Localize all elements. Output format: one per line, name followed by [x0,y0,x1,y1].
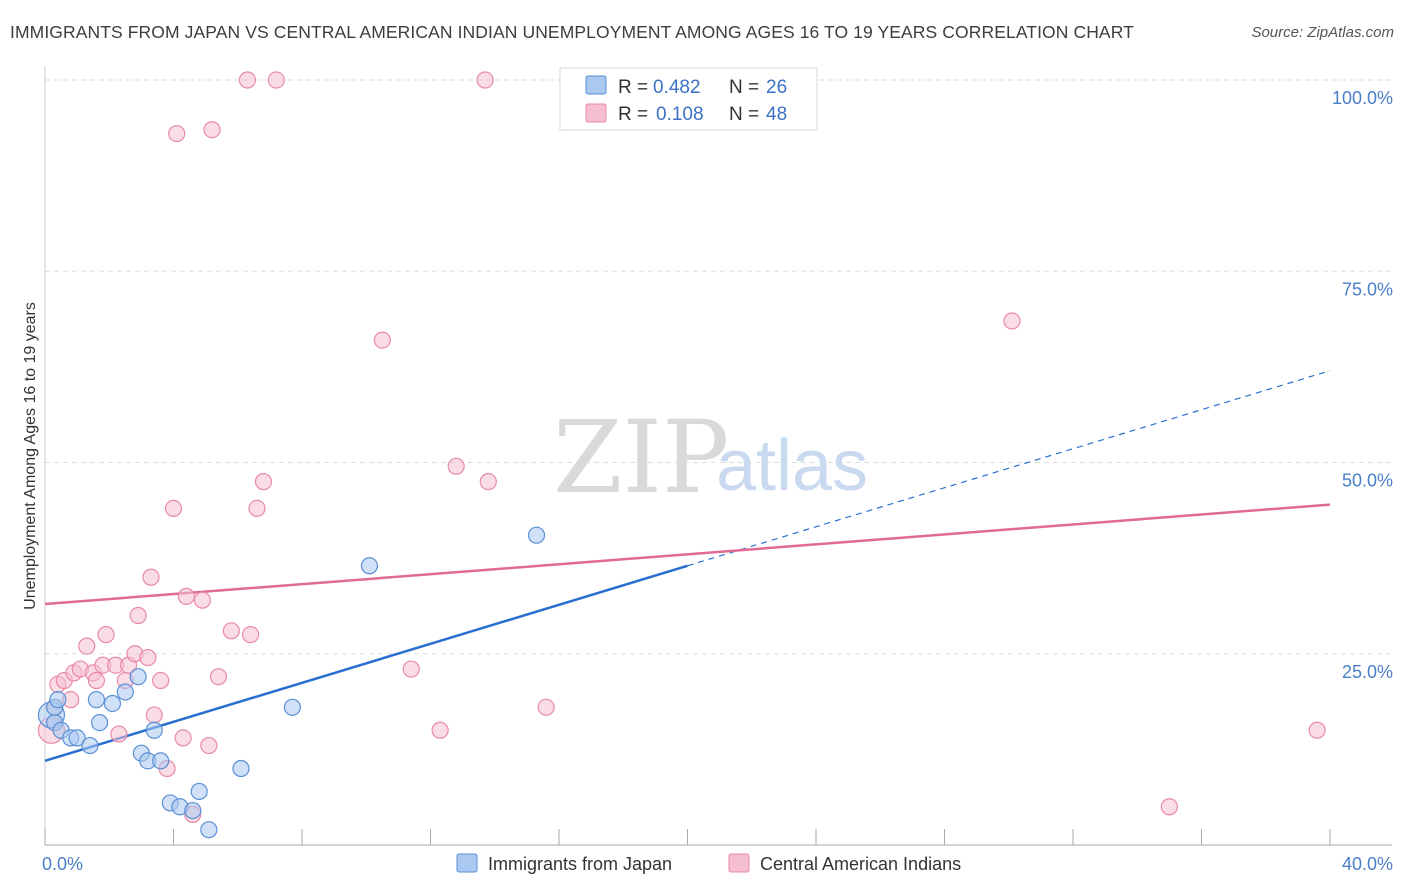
cai-point [177,587,195,605]
cai-point [373,331,391,349]
y-tick-label: 25.0% [1342,662,1393,682]
cai-point [209,668,228,686]
cai-point [139,648,157,667]
cai-point [447,457,465,475]
source-credit: Source: ZipAtlas.com [1251,24,1394,41]
legend-row-japan: R = 0.482 N = 26 [585,75,787,98]
cai-point [1003,312,1021,330]
data-points [37,71,1326,839]
watermark-atlas: atlas [716,426,868,506]
legend-swatch-cai [585,103,607,123]
chart-title: IMMIGRANTS FROM JAPAN VS CENTRAL AMERICA… [10,22,1134,42]
legend-n-value: 48 [766,104,787,125]
cai-point [254,473,273,491]
y-tick-label: 50.0% [1342,471,1393,491]
cai-point [537,698,555,716]
cai-point [1160,798,1178,816]
legend-n-label: N = [729,104,759,125]
watermark-zip: ZIP [553,399,729,516]
cai-point [152,671,170,690]
cai-point [97,626,115,644]
bottom-legend-swatch-japan [456,853,478,873]
cai-point [431,721,449,739]
japan-point [360,557,379,575]
y-axis-label: Unemployment Among Ages 16 to 19 years [22,302,39,610]
japan-point [145,721,163,739]
legend-r-value: 0.482 [653,77,701,98]
japan-point [129,668,147,686]
watermark: ZIP atlas [553,399,868,516]
bottom-legend-swatch-cai [728,853,750,873]
japan-point [190,782,208,801]
japan-trend-line [44,564,688,763]
cai-point [87,671,106,690]
gridlines [45,79,1392,655]
japan-point [68,729,86,747]
cai-point [129,606,147,625]
cai-point [78,637,96,655]
cai-point [110,725,128,743]
cai-point [267,71,285,89]
cai-trend-line [44,503,1331,606]
cai-point [145,706,163,724]
legend-swatch-japan [585,75,607,95]
y-tick-labels: 25.0% 50.0% 75.0% 100.0% [1332,88,1393,682]
x-tick-labels: 0.0% 40.0% [42,854,1393,874]
legend-r-label: R = [618,104,648,125]
cai-point [174,729,192,747]
cai-point [1308,721,1326,739]
japan-point [152,752,170,770]
bottom-legend-label-cai: Central American Indians [760,854,961,874]
bottom-legend: Immigrants from Japan Central American I… [456,853,961,874]
japan-trend-extension [687,370,1331,567]
x-tick-label: 40.0% [1342,854,1393,874]
japan-point [527,526,546,544]
cai-point [142,568,160,586]
cai-point [238,71,256,89]
cai-point [248,499,266,517]
cai-point [222,622,240,640]
cai-point [164,499,183,517]
japan-point [87,691,106,709]
cai-point [168,124,186,143]
legend-r-value: 0.108 [656,104,704,125]
y-tick-label: 75.0% [1342,279,1393,299]
legend-r-label: R = [618,77,648,98]
legend-box: R = 0.482 N = 26 R = 0.108 N = 48 [559,67,818,131]
japan-point [200,821,218,839]
cai-point [479,473,497,491]
legend-n-label: N = [729,77,759,98]
cai-point [242,626,260,644]
y-tick-label: 100.0% [1332,88,1393,108]
cai-point [200,736,218,755]
bottom-legend-label-japan: Immigrants from Japan [488,854,672,874]
cai-point [476,71,494,89]
japan-point [49,691,67,709]
legend-row-cai: R = 0.108 N = 48 [585,103,787,125]
japan-point [232,759,250,778]
japan-point [283,698,301,716]
cai-point [193,591,212,609]
cai-point [402,660,420,678]
japan-point [103,694,122,713]
japan-point [91,713,109,732]
legend-n-value: 26 [766,77,787,98]
cai-point [203,121,221,139]
japan-point [81,736,99,755]
japan-point [116,683,134,701]
japan-point [184,801,202,820]
x-tick-label: 0.0% [42,854,83,874]
